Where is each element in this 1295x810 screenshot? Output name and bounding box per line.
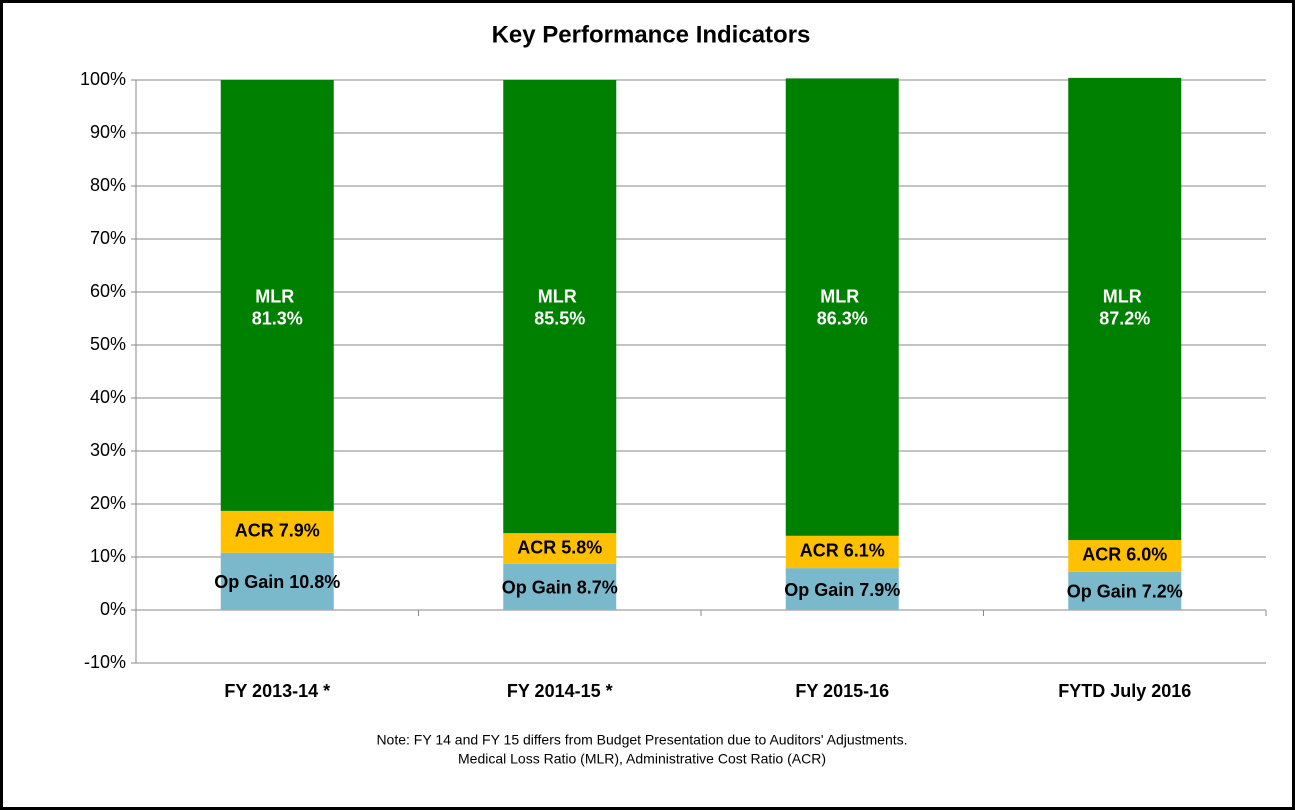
y-tick-label: 30% (90, 440, 126, 460)
value-label: ACR 7.9% (235, 521, 320, 541)
y-tick-label: 90% (90, 122, 126, 142)
bar-segment (220, 552, 334, 610)
value-label: MLR 85.5% (534, 286, 585, 328)
bar-segment (1068, 571, 1182, 610)
bar-segment (785, 78, 899, 536)
y-tick-label: 50% (90, 334, 126, 354)
bar-segment (220, 80, 334, 511)
bar-segment (503, 563, 617, 610)
bar-segment (503, 533, 617, 564)
note: Note: FY 14 and FY 15 differs from Budge… (376, 732, 907, 748)
y-tick-label: 80% (90, 175, 126, 195)
y-tick-label: -10% (84, 652, 126, 672)
value-label: MLR 86.3% (817, 286, 868, 328)
bar-segment (785, 568, 899, 610)
bar-segment (1068, 540, 1182, 572)
y-tick-label: 10% (90, 546, 126, 566)
x-tick-label: FY 2013-14 * (224, 681, 330, 701)
bar-segment (1068, 77, 1182, 541)
y-tick-label: 0% (100, 599, 126, 619)
y-tick-label: 40% (90, 387, 126, 407)
x-tick-label: FYTD July 2016 (1058, 681, 1191, 701)
value-label: ACR 6.0% (1082, 545, 1167, 565)
x-tick-label: FY 2015-16 (795, 681, 889, 701)
value-label: Op Gain 7.9% (784, 580, 900, 600)
value-label: ACR 6.1% (800, 541, 885, 561)
x-tick-label: FY 2014-15 * (507, 681, 613, 701)
chart-title: Key Performance Indicators (492, 21, 811, 48)
bar-segment (785, 535, 899, 569)
y-tick-label: 60% (90, 281, 126, 301)
bar-segment (220, 510, 334, 553)
value-label: Op Gain 10.8% (214, 572, 340, 592)
y-tick-label: 100% (80, 69, 126, 89)
value-label: MLR 81.3% (252, 286, 303, 328)
value-label: ACR 5.8% (517, 537, 602, 557)
bar-segment (503, 80, 617, 534)
y-tick-label: 20% (90, 493, 126, 513)
value-label: Op Gain 8.7% (502, 578, 618, 598)
y-tick-label: 70% (90, 228, 126, 248)
value-label: Op Gain 7.2% (1067, 582, 1183, 602)
note: Medical Loss Ratio (MLR), Administrative… (458, 751, 826, 767)
value-label: MLR 87.2% (1099, 286, 1150, 328)
